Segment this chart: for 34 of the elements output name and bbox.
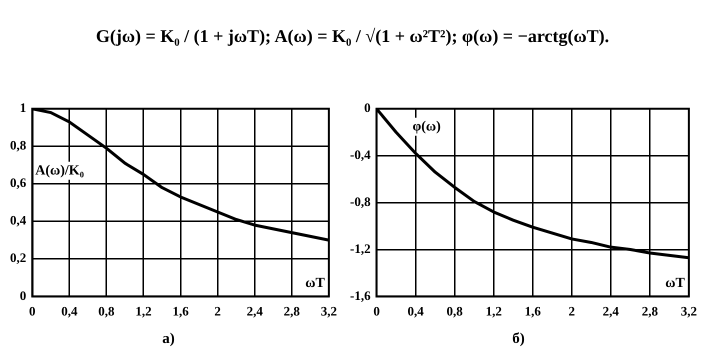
x-tick-label: 1,2 xyxy=(486,304,502,319)
x-tick-label: 0,4 xyxy=(407,304,424,319)
x-tick-label: 3,2 xyxy=(320,304,337,319)
x-axis-title: ωT xyxy=(305,276,326,292)
x-tick-label: 3,2 xyxy=(680,304,697,319)
y-tick-label: 0,2 xyxy=(10,250,26,266)
x-tick-label: 2,4 xyxy=(602,304,620,319)
x-tick-label: 0,8 xyxy=(446,304,464,319)
text: G(jω) = K₀ / (1 + jωT); A(ω) = K₀ / √(1 + ω²T²); φ(ω) = −arctg(ωT). xyxy=(94,26,610,47)
y-tick-label: 0,4 xyxy=(10,212,27,228)
x-tick-label: 0,4 xyxy=(61,304,78,319)
x-tick-label: 2,8 xyxy=(284,304,300,319)
x-tick-label: 2,4 xyxy=(246,304,264,319)
text: б) xyxy=(512,330,525,347)
y-tick-label: -1,6 xyxy=(350,288,372,303)
y-tick-label: 0 xyxy=(364,100,371,116)
x-tick-label: 0,8 xyxy=(98,304,116,319)
y-tick-label: 0,8 xyxy=(10,138,27,153)
x-axis-title: ωT xyxy=(665,276,686,292)
y-tick-label: -0,8 xyxy=(350,194,372,209)
x-tick-label: 2 xyxy=(568,304,576,319)
x-tick-label: 2 xyxy=(214,304,221,319)
y-axis-title: A(ω)/K₀ xyxy=(35,163,84,178)
y-tick-label: -1,2 xyxy=(350,240,371,256)
x-tick-label: 1,6 xyxy=(524,304,542,319)
y-tick-label: 1 xyxy=(20,100,26,116)
text: а) xyxy=(162,330,175,347)
y-tick-label: -0,4 xyxy=(350,147,372,162)
y-tick-label: 0 xyxy=(20,288,26,303)
x-tick-label: 1,2 xyxy=(135,304,152,319)
y-tick-label: 0,6 xyxy=(10,175,27,190)
x-tick-label: 2,8 xyxy=(642,304,658,319)
y-axis-title: φ(ω) xyxy=(412,119,442,134)
x-tick-label: 1,6 xyxy=(172,304,190,319)
